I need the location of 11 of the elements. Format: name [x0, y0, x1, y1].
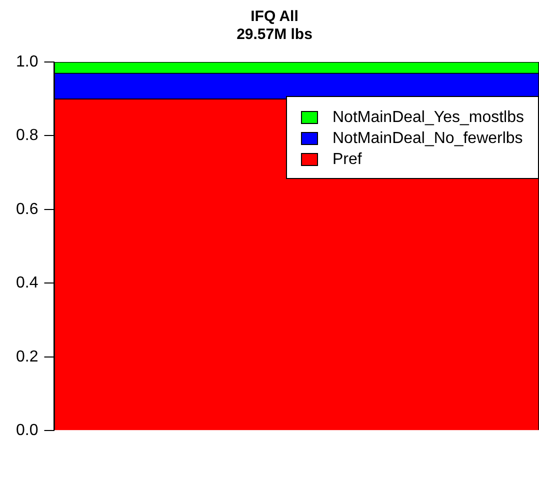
y-tick-label: 0.6	[16, 200, 38, 218]
y-tick-label: 1.0	[16, 53, 38, 70]
legend-label: NotMainDeal_Yes_mostlbs	[332, 108, 524, 126]
y-tick-label: 0.8	[16, 127, 38, 144]
y-tick-label: 0.4	[16, 274, 38, 292]
series-label: Pref	[332, 150, 362, 168]
y-tick-label: 0.2	[16, 348, 38, 366]
chart-subtitle: 29.57M lbs	[236, 26, 312, 44]
y-tick-label: 0.0	[16, 422, 38, 440]
legend-label: NotMainDeal_No_fewerlbs	[332, 130, 523, 148]
chart-title: IFQ All	[250, 8, 298, 26]
